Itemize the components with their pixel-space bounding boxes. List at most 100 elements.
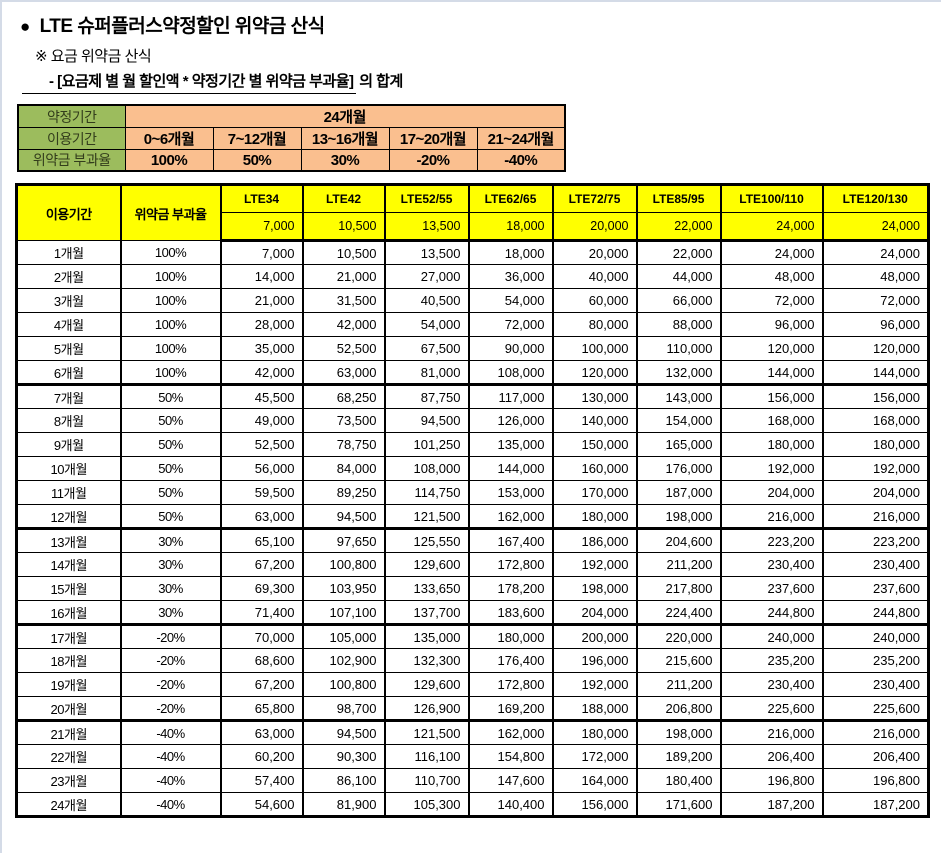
usage-month-cell: 5개월 (15, 336, 122, 361)
penalty-amount-cell: 154,800 (467, 744, 554, 769)
usage-month-cell: 6개월 (15, 360, 122, 386)
penalty-amount-cell: 168,000 (719, 408, 824, 433)
penalty-amount-cell: 162,000 (467, 504, 554, 530)
penalty-amount-cell: 129,600 (383, 552, 470, 577)
penalty-rate-cell: -20% (119, 696, 222, 722)
penalty-amount-cell: 10,500 (301, 240, 386, 265)
page-title: ● LTE 슈퍼플러스약정할인 위약금 산식 (20, 11, 941, 38)
penalty-amount-cell: 21,000 (219, 288, 304, 313)
penalty-amount-cell: 18,000 (467, 240, 554, 265)
penalty-amount-cell: 96,000 (821, 312, 930, 337)
penalty-amount-cell: 20,000 (551, 240, 638, 265)
usage-period-cell: 21~24개월 (476, 127, 566, 150)
penalty-amount-cell: 48,000 (821, 264, 930, 289)
contract-period-value: 24개월 (124, 104, 566, 128)
penalty-amount-cell: 144,000 (467, 456, 554, 481)
penalty-amount-cell: 206,800 (635, 696, 722, 722)
usage-month-cell: 15개월 (15, 576, 122, 601)
penalty-amount-cell: 198,000 (635, 504, 722, 530)
penalty-amount-cell: 107,100 (301, 600, 386, 626)
usage-month-cell: 3개월 (15, 288, 122, 313)
penalty-amount-cell: 217,800 (635, 576, 722, 601)
penalty-amount-cell: 60,000 (551, 288, 638, 313)
penalty-amount-cell: 156,000 (821, 384, 930, 409)
penalty-amount-cell: 230,400 (719, 672, 824, 697)
penalty-amount-cell: 27,000 (383, 264, 470, 289)
penalty-rate-summary-table: 약정기간 24개월 이용기간 0~6개월 7~12개월 13~16개월 17~20개월… (17, 104, 566, 172)
usage-month-cell: 20개월 (15, 696, 122, 722)
penalty-amount-cell: 108,000 (383, 456, 470, 481)
usage-month-cell: 11개월 (15, 480, 122, 505)
penalty-amount-cell: 21,000 (301, 264, 386, 289)
penalty-amount-cell: 176,400 (467, 648, 554, 673)
penalty-rate-cell: 50% (119, 456, 222, 481)
penalty-amount-cell: 88,000 (635, 312, 722, 337)
penalty-amount-cell: 54,600 (219, 792, 304, 818)
penalty-amount-cell: 216,000 (821, 504, 930, 530)
monthly-discount-cell: 10,500 (301, 212, 386, 242)
penalty-amount-cell: 63,000 (219, 720, 304, 745)
penalty-amount-cell: 150,000 (551, 432, 638, 457)
penalty-amount-cell: 72,000 (719, 288, 824, 313)
contract-period-row: 약정기간 24개월 (17, 104, 566, 128)
penalty-rate-cell: 100% (119, 264, 222, 289)
usage-month-cell: 24개월 (15, 792, 122, 818)
penalty-amount-cell: 120,000 (719, 336, 824, 361)
penalty-amount-cell: 102,900 (301, 648, 386, 673)
table-row: 2개월 100% 14,000 21,000 27,000 36,000 40,000 44,… (15, 264, 930, 289)
penalty-rate-cell: 100% (119, 312, 222, 337)
penalty-amount-cell: 71,400 (219, 600, 304, 626)
penalty-amount-cell: 132,000 (635, 360, 722, 386)
table-row: 5개월 100% 35,000 52,500 67,500 90,000 100,000 11… (15, 336, 930, 361)
formula-note: ※ 요금 위약금 산식 (35, 48, 152, 65)
table-row: 21개월 -40% 63,000 94,500 121,500 162,000 180,00… (15, 720, 930, 745)
penalty-amount-cell: 65,100 (219, 528, 304, 553)
penalty-amount-cell: 143,000 (635, 384, 722, 409)
table-row: 20개월 -20% 65,800 98,700 126,900 169,200 188,00… (15, 696, 930, 722)
penalty-amount-cell: 196,800 (719, 768, 824, 793)
monthly-discount-cell: 13,500 (383, 212, 470, 242)
penalty-amount-cell: 57,400 (219, 768, 304, 793)
penalty-amount-cell: 156,000 (719, 384, 824, 409)
penalty-amount-cell: 120,000 (551, 360, 638, 386)
penalty-amount-cell: 192,000 (551, 552, 638, 577)
penalty-amount-cell: 180,000 (821, 432, 930, 457)
penalty-amount-cell: 100,000 (551, 336, 638, 361)
usage-month-cell: 7개월 (15, 384, 122, 409)
usage-month-cell: 18개월 (15, 648, 122, 673)
penalty-amount-cell: 72,000 (821, 288, 930, 313)
penalty-amount-cell: 54,000 (467, 288, 554, 313)
penalty-amount-cell: 204,000 (821, 480, 930, 505)
penalty-amount-cell: 81,000 (383, 360, 470, 386)
col-header-usage-period: 이용기간 (15, 184, 122, 241)
penalty-amount-cell: 244,800 (719, 600, 824, 626)
penalty-amount-cell: 132,300 (383, 648, 470, 673)
penalty-amount-cell: 240,000 (821, 624, 930, 649)
penalty-amount-cell: 80,000 (551, 312, 638, 337)
penalty-rate-cell: 30% (119, 600, 222, 626)
penalty-amount-cell: 98,700 (301, 696, 386, 722)
page-title-text: LTE 슈퍼플러스약정할인 위약금 산식 (39, 16, 326, 37)
penalty-rate-cell: 100% (119, 360, 222, 386)
penalty-amount-cell: 117,000 (467, 384, 554, 409)
penalty-amount-cell: 235,200 (821, 648, 930, 673)
usage-month-cell: 2개월 (15, 264, 122, 289)
penalty-amount-cell: 189,200 (635, 744, 722, 769)
penalty-amount-cell: 180,000 (719, 432, 824, 457)
penalty-amount-cell: 65,800 (219, 696, 304, 722)
usage-month-cell: 4개월 (15, 312, 122, 337)
usage-month-cell: 23개월 (15, 768, 122, 793)
penalty-amount-cell: 94,500 (383, 408, 470, 433)
penalty-amount-cell: 31,500 (301, 288, 386, 313)
penalty-amount-cell: 211,200 (635, 552, 722, 577)
penalty-amount-cell: 180,000 (551, 720, 638, 745)
penalty-amount-cell: 108,000 (467, 360, 554, 386)
penalty-amount-cell: 176,000 (635, 456, 722, 481)
table-row: 14개월 30% 67,200 100,800 129,600 172,800 192,00… (15, 552, 930, 577)
penalty-amount-cell: 28,000 (219, 312, 304, 337)
usage-period-cell: 0~6개월 (124, 127, 214, 150)
penalty-amount-cell: 160,000 (551, 456, 638, 481)
penalty-amount-cell: 63,000 (301, 360, 386, 386)
penalty-rate-cell: 100% (119, 336, 222, 361)
usage-month-cell: 22개월 (15, 744, 122, 769)
